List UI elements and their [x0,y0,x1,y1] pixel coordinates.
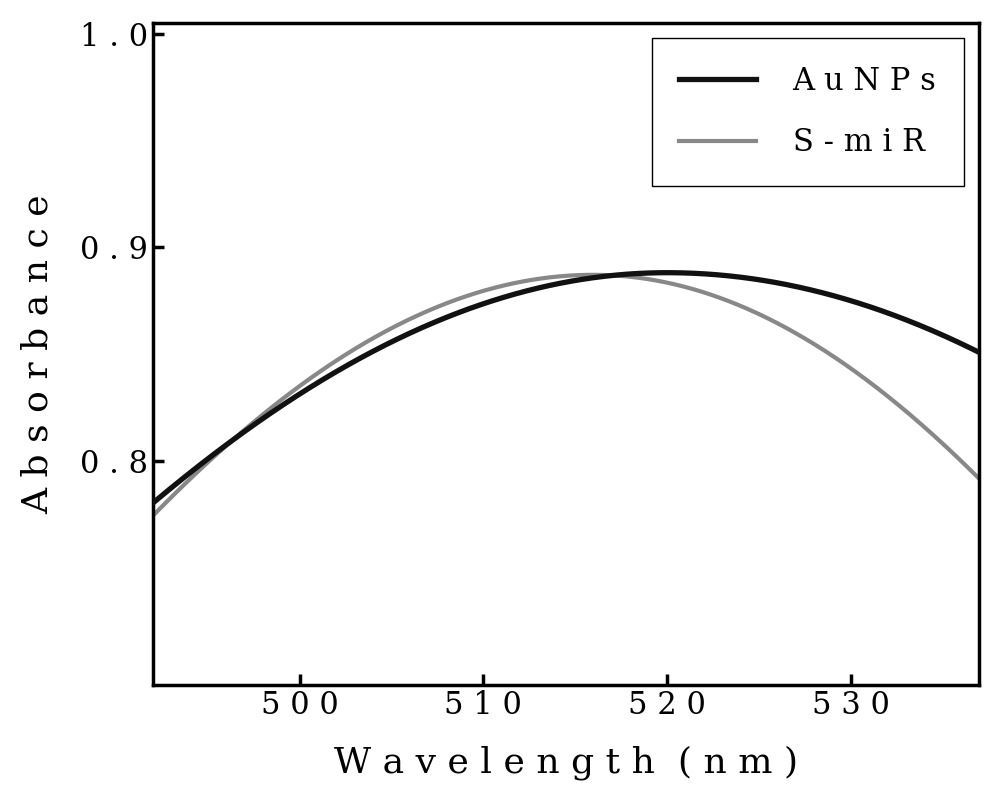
Legend: A u N P s, S - m i R: A u N P s, S - m i R [652,38,964,186]
A u N P s [189,464,201,473]
A u N P s [798,284,810,293]
Y-axis label: A b s o r b a n c e: A b s o r b a n c e [21,194,55,513]
A u N P s [549,280,561,289]
Line: S - m i R: S - m i R [153,275,979,516]
A u N P s [973,348,985,357]
A u N P s [661,268,673,277]
S - m i R [189,469,201,479]
X-axis label: W a v e l e n g t h  ( n m ): W a v e l e n g t h ( n m ) [334,746,798,780]
S - m i R [587,270,599,280]
S - m i R [549,272,561,282]
A u N P s [147,498,159,508]
S - m i R [527,275,539,284]
A u N P s [527,284,539,294]
S - m i R [973,474,985,484]
S - m i R [949,450,961,460]
S - m i R [798,333,810,343]
A u N P s [950,336,962,346]
Line: A u N P s: A u N P s [153,272,979,503]
S - m i R [950,451,962,461]
S - m i R [147,511,159,521]
A u N P s [949,336,961,346]
